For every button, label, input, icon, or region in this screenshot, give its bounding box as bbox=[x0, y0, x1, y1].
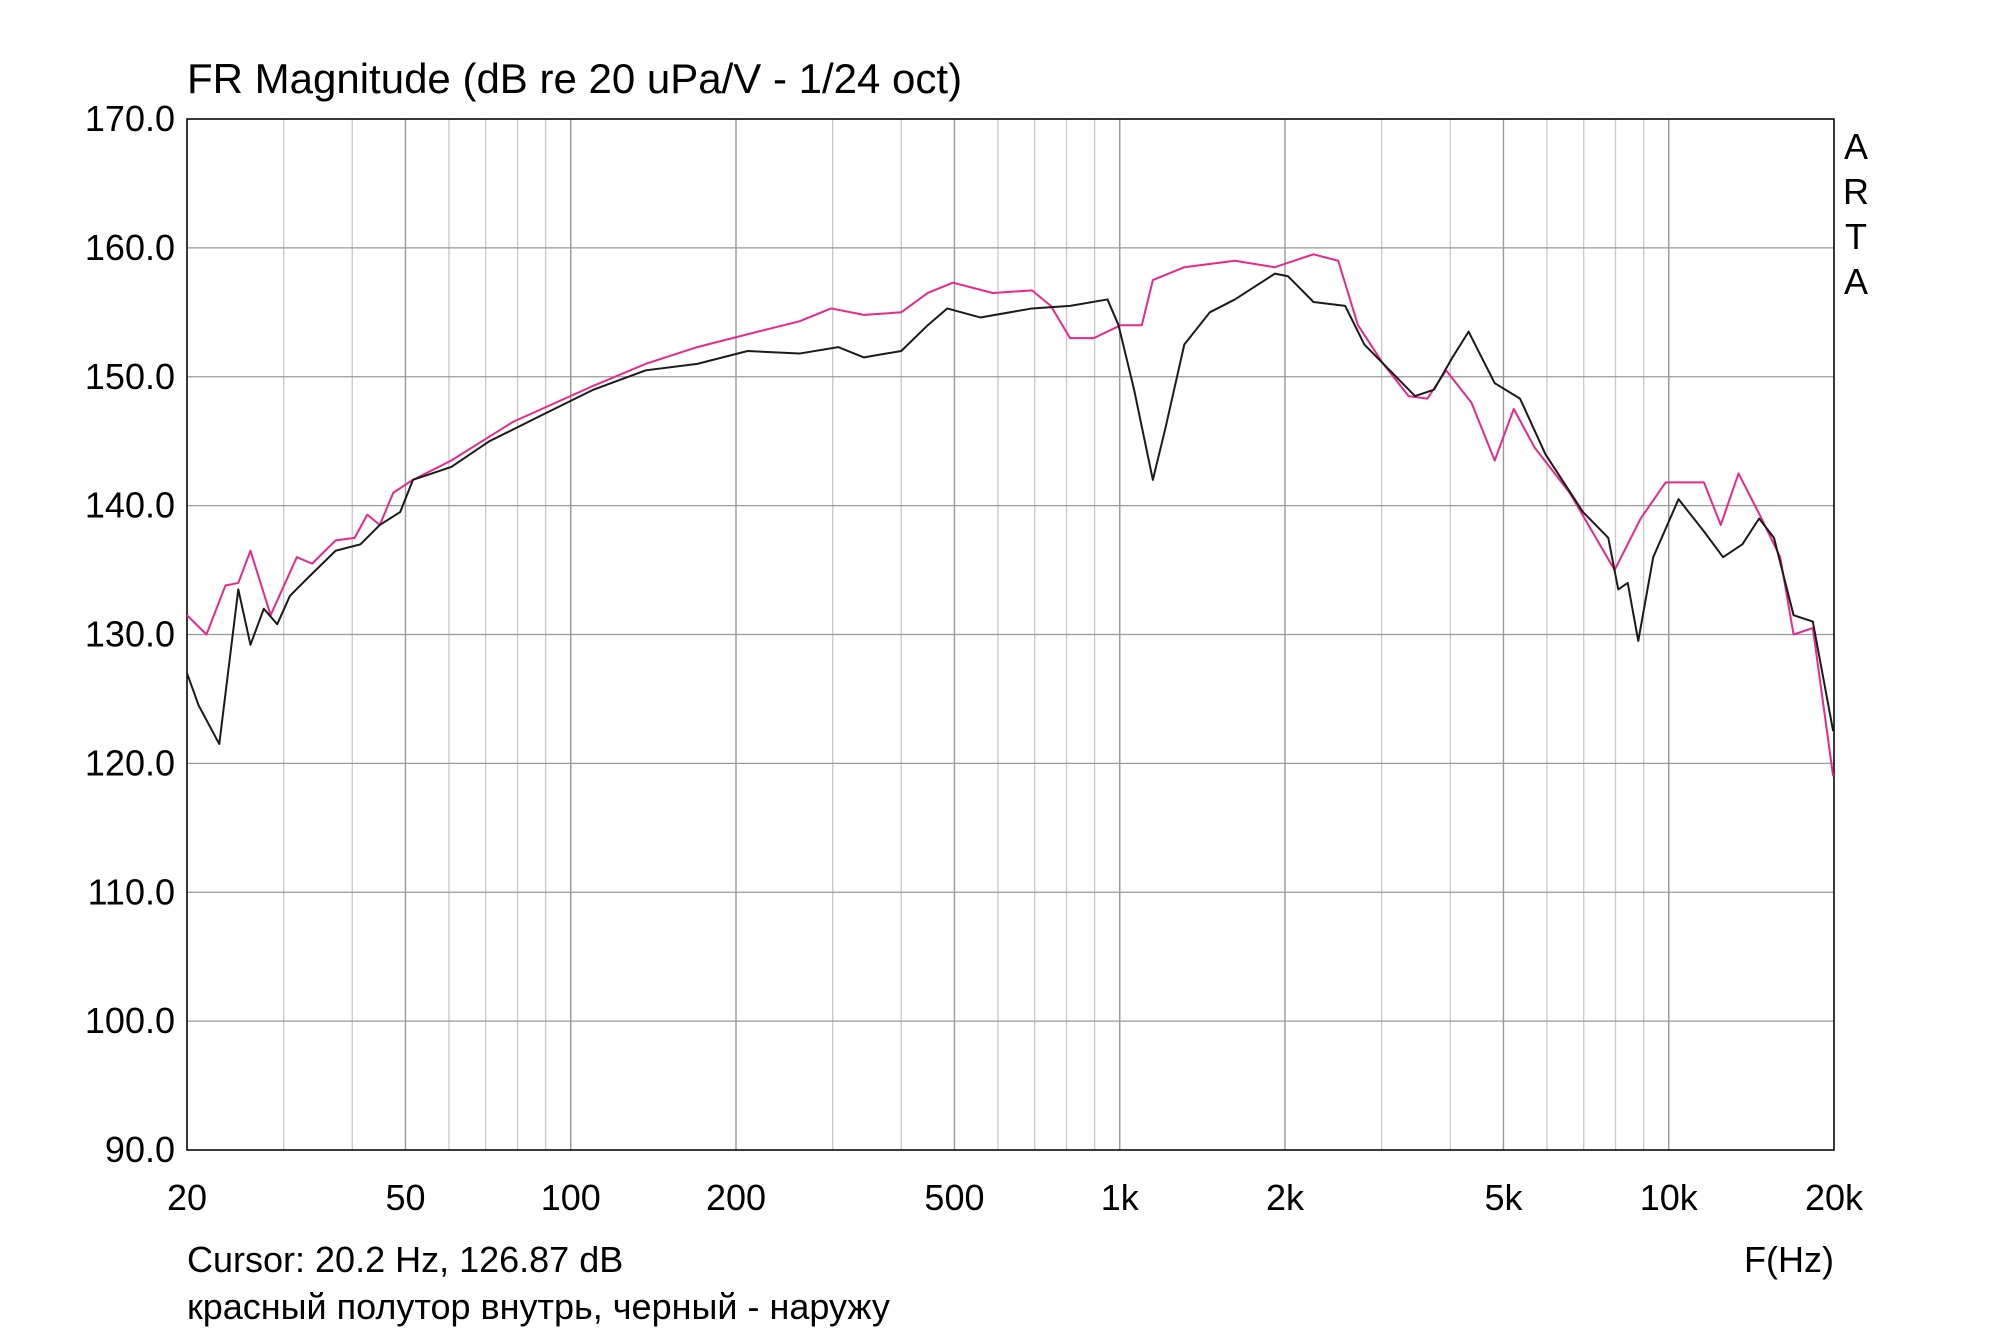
x-tick-label: 2k bbox=[1266, 1177, 1305, 1218]
y-tick-label: 100.0 bbox=[85, 1000, 175, 1041]
x-tick-label: 1k bbox=[1101, 1177, 1140, 1218]
x-tick-label: 500 bbox=[924, 1177, 984, 1218]
x-tick-label: 200 bbox=[706, 1177, 766, 1218]
y-tick-label: 90.0 bbox=[105, 1129, 175, 1170]
plot-frame bbox=[186, 118, 1835, 1151]
x-tick-label: 20 bbox=[167, 1177, 207, 1218]
y-tick-label: 110.0 bbox=[88, 871, 175, 912]
y-tick-label: 140.0 bbox=[85, 485, 175, 526]
watermark: ARTA bbox=[1836, 126, 1877, 306]
y-tick-label: 170.0 bbox=[85, 98, 175, 139]
x-tick-label: 20k bbox=[1805, 1177, 1864, 1218]
chart-title: FR Magnitude (dB re 20 uPa/V - 1/24 oct) bbox=[187, 55, 962, 102]
series-line bbox=[186, 253, 1835, 777]
y-tick-label: 150.0 bbox=[85, 356, 175, 397]
caption: красный полутор внутрь, черный - наружу bbox=[187, 1286, 890, 1327]
y-tick-label: 130.0 bbox=[85, 614, 175, 655]
x-axis-label: F(Hz) bbox=[1744, 1239, 1834, 1280]
x-tick-label: 100 bbox=[541, 1177, 601, 1218]
x-tick-label: 5k bbox=[1484, 1177, 1523, 1218]
x-tick-label: 10k bbox=[1640, 1177, 1699, 1218]
series-line bbox=[186, 272, 1835, 746]
y-tick-label: 160.0 bbox=[85, 227, 175, 268]
x-tick-label: 50 bbox=[385, 1177, 425, 1218]
y-tick-label: 120.0 bbox=[85, 742, 175, 783]
cursor-readout: Cursor: 20.2 Hz, 126.87 dB bbox=[187, 1239, 623, 1280]
